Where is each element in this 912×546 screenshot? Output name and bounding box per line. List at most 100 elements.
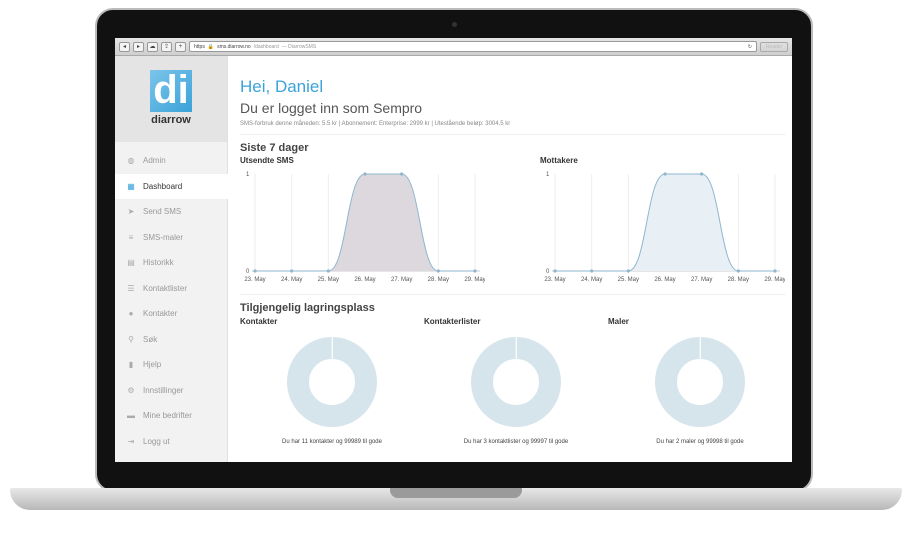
data-point[interactable] bbox=[553, 269, 557, 273]
x-tick-label: 26. May bbox=[654, 277, 675, 283]
sidebar-nav: ◍ Admin ▦ Dashboard ➤ Send SMS ≡ SMS-maler ▤ Hist… bbox=[115, 142, 228, 455]
charts-row: Utsendte SMS 23. May 24. May 25. May 26. May… bbox=[240, 156, 785, 287]
dashboard-icon: ▦ bbox=[127, 181, 135, 191]
account-summary: SMS-forbruk denne måneden: 5.5 kr | Abon… bbox=[240, 121, 511, 127]
data-point[interactable] bbox=[326, 269, 330, 273]
x-tick-label: 27. May bbox=[691, 277, 712, 283]
book-icon: ▮ bbox=[128, 360, 134, 370]
sidebar-item-label: Mine bedrifter bbox=[143, 411, 192, 421]
sidebar-item-label: Send SMS bbox=[143, 207, 182, 217]
x-tick-label: 27. May bbox=[391, 277, 412, 283]
y-tick-label: 0 bbox=[546, 269, 550, 275]
chart-title: Mottakere bbox=[540, 156, 578, 165]
data-point[interactable] bbox=[253, 269, 257, 273]
data-point[interactable] bbox=[663, 172, 667, 176]
icloud-icon[interactable]: ☁ bbox=[147, 41, 158, 52]
data-point[interactable] bbox=[590, 269, 594, 273]
sidebar-item-dashboard[interactable]: ▦ Dashboard bbox=[115, 173, 228, 199]
address-bar[interactable]: https 🔒 sms.diarrow.no/dashboard — Diarr… bbox=[189, 41, 757, 52]
y-tick-label: 1 bbox=[546, 172, 550, 178]
login-subtitle: Du er logget inn som Sempro bbox=[240, 100, 423, 116]
area-chart: 23. May 24. May 25. May 26. May 27. May 28. M… bbox=[244, 172, 485, 283]
storage-caption: Du har 11 kontakter og 99989 til gode bbox=[282, 439, 382, 445]
sidebar-item-hjelp[interactable]: ▮ Hjelp bbox=[115, 352, 227, 378]
storage-maler: Maler Du har 2 maler og 99998 til gode bbox=[608, 317, 792, 445]
sidebar-item-kontaktlister[interactable]: ☰ Kontaktlister bbox=[115, 276, 227, 302]
storage-title: Kontakter bbox=[240, 317, 278, 326]
sidebar: di diarrow ◍ Admin ▦ Dashboard ➤ Send SMS ≡ SMS… bbox=[115, 56, 228, 462]
forward-button[interactable]: ▸ bbox=[133, 41, 144, 52]
sidebar-item-label: Hjelp bbox=[143, 360, 162, 370]
storage-caption: Du har 2 maler og 99998 til gode bbox=[656, 439, 744, 445]
sidebar-item-sms-maler[interactable]: ≡ SMS-maler bbox=[115, 225, 227, 251]
data-point[interactable] bbox=[400, 172, 404, 176]
x-tick-label: 25. May bbox=[318, 277, 339, 283]
laptop-base bbox=[10, 488, 902, 510]
chart-0: Utsendte SMS 23. May 24. May 25. May 26. May… bbox=[240, 156, 485, 287]
data-point[interactable] bbox=[700, 172, 704, 176]
x-tick-label: 29. May bbox=[764, 277, 785, 283]
new-tab-button[interactable]: + bbox=[175, 41, 186, 52]
user-icon: ● bbox=[128, 309, 134, 319]
camera bbox=[452, 22, 457, 27]
sidebar-item-historikk[interactable]: ▤ Historikk bbox=[115, 250, 227, 276]
sidebar-item-søk[interactable]: ⚲ Søk bbox=[115, 327, 227, 353]
sidebar-item-kontakter[interactable]: ● Kontakter bbox=[115, 301, 227, 327]
data-point[interactable] bbox=[436, 269, 440, 273]
donut-chart bbox=[471, 337, 561, 427]
sidebar-item-admin[interactable]: ◍ Admin bbox=[115, 148, 227, 174]
divider bbox=[240, 134, 785, 135]
x-tick-label: 29. May bbox=[464, 277, 485, 283]
donut-chart bbox=[287, 337, 377, 427]
url-domain: sms.diarrow.no bbox=[217, 43, 251, 50]
data-point[interactable] bbox=[363, 172, 367, 176]
share-icon[interactable]: ⇪ bbox=[161, 41, 172, 52]
x-tick-label: 25. May bbox=[618, 277, 639, 283]
sidebar-item-label: Historikk bbox=[143, 258, 174, 268]
data-point[interactable] bbox=[473, 269, 477, 273]
reload-icon[interactable]: ↻ bbox=[747, 43, 752, 50]
logo-text: diarrow bbox=[151, 114, 191, 126]
storage-title: Kontakterlister bbox=[424, 317, 481, 326]
chart-title: Utsendte SMS bbox=[240, 156, 294, 165]
y-tick-label: 1 bbox=[246, 172, 250, 178]
sidebar-item-label: Søk bbox=[143, 334, 158, 344]
sidebar-item-label: Logg ut bbox=[143, 436, 170, 446]
storage-kontakterlister: Kontakterlister Du har 3 kontaktlister o… bbox=[424, 317, 608, 445]
browser-toolbar: ◂ ▸ ☁ ⇪ + https 🔒 sms.diarrow.no/dashboa… bbox=[115, 38, 792, 56]
search-icon: ⚲ bbox=[128, 334, 134, 344]
sidebar-item-label: Kontaktlister bbox=[143, 283, 188, 293]
storage-title: Maler bbox=[608, 317, 629, 326]
laptop-notch bbox=[390, 488, 522, 498]
sidebar-item-send-sms[interactable]: ➤ Send SMS bbox=[115, 199, 227, 225]
sidebar-item-label: Admin bbox=[143, 156, 166, 166]
section-title-storage: Tilgjengelig lagringsplass bbox=[240, 302, 375, 314]
send-icon: ➤ bbox=[127, 207, 135, 217]
sidebar-item-mine-bedrifter[interactable]: ▬ Mine bedrifter bbox=[115, 403, 227, 429]
gear-icon: ⚙ bbox=[127, 385, 135, 395]
url-protocol: https bbox=[194, 43, 205, 50]
y-tick-label: 0 bbox=[246, 269, 250, 275]
data-point[interactable] bbox=[736, 269, 740, 273]
screen: ◂ ▸ ☁ ⇪ + https 🔒 sms.diarrow.no/dashboa… bbox=[115, 38, 792, 462]
list-icon: ☰ bbox=[127, 283, 135, 293]
calendar-icon: ▤ bbox=[127, 258, 135, 268]
back-button[interactable]: ◂ bbox=[119, 41, 130, 52]
sidebar-item-innstillinger[interactable]: ⚙ Innstillinger bbox=[115, 378, 227, 404]
storage-row: Kontakter Du har 11 kontakter og 99989 t… bbox=[240, 317, 785, 445]
x-tick-label: 24. May bbox=[581, 277, 602, 283]
globe-icon: ◍ bbox=[127, 156, 135, 166]
logo[interactable]: di diarrow bbox=[115, 56, 227, 142]
series-area bbox=[555, 174, 775, 271]
data-point[interactable] bbox=[626, 269, 630, 273]
x-tick-label: 24. May bbox=[281, 277, 302, 283]
data-point[interactable] bbox=[290, 269, 294, 273]
chart-1: Mottakere 23. May 24. May 25. May 26. May 27.… bbox=[540, 156, 785, 287]
reader-button[interactable]: Reader bbox=[760, 41, 788, 52]
data-point[interactable] bbox=[773, 269, 777, 273]
x-tick-label: 23. May bbox=[244, 277, 265, 283]
url-path: /dashboard bbox=[253, 43, 279, 50]
series-area bbox=[255, 174, 475, 271]
sidebar-item-label: Dashboard bbox=[143, 181, 183, 191]
sidebar-item-logg-ut[interactable]: ⇥ Logg ut bbox=[115, 429, 227, 455]
